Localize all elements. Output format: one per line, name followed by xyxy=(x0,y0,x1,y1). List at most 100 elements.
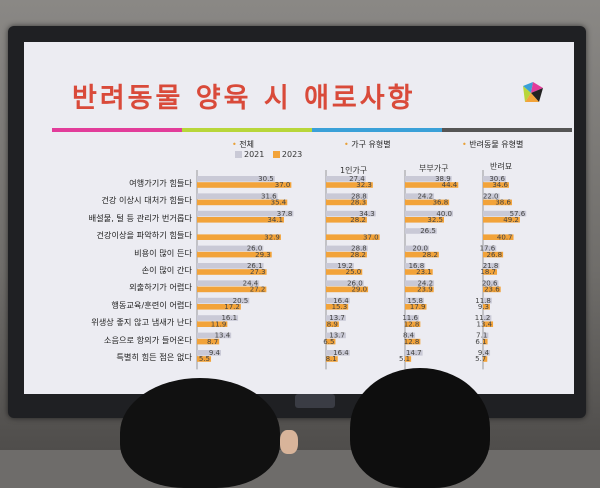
bar-2021 xyxy=(326,297,350,304)
data-label: 8.7 xyxy=(207,338,218,346)
color-stripes xyxy=(52,128,572,132)
bar-2021 xyxy=(326,176,366,182)
bar-2023 xyxy=(483,182,509,188)
data-label: 7.1 xyxy=(476,332,487,340)
bar-2023 xyxy=(483,321,494,327)
data-label: 37.0 xyxy=(275,181,291,189)
bar-2023 xyxy=(405,182,459,188)
panel-header-couple: 부부가구 xyxy=(419,164,449,173)
data-label: 27.2 xyxy=(250,286,266,294)
bar-2021 xyxy=(197,193,278,199)
data-label: 44.4 xyxy=(442,181,458,189)
data-label: 9.4 xyxy=(478,349,490,357)
data-label: 16.8 xyxy=(409,262,425,270)
data-label: 13.4 xyxy=(215,332,231,340)
category-label: 손이 많이 간다 xyxy=(141,265,192,275)
bar-2023 xyxy=(197,251,272,258)
bar-2021 xyxy=(405,210,453,217)
bar-2021 xyxy=(483,332,489,339)
data-label: 24.2 xyxy=(417,192,433,200)
data-label: 20.0 xyxy=(412,245,428,253)
data-label: 17.9 xyxy=(410,303,426,311)
bar-2023 xyxy=(405,217,444,223)
bar-2023 xyxy=(483,217,520,223)
data-label: 37.0 xyxy=(363,233,379,241)
data-label: 16.4 xyxy=(333,297,349,305)
bar-2023 xyxy=(326,338,336,345)
bar-2021 xyxy=(197,245,264,252)
data-label: 26.0 xyxy=(247,245,263,253)
data-label: 13.7 xyxy=(329,332,345,340)
bar-2021 xyxy=(405,245,429,252)
bar-2021 xyxy=(197,210,294,217)
bar-2021 xyxy=(483,245,497,252)
bar-2023 xyxy=(197,199,288,206)
data-label: 29.0 xyxy=(351,286,367,294)
data-label: 12.8 xyxy=(404,338,420,346)
stripe-pink xyxy=(52,128,182,132)
bar-2023 xyxy=(326,269,363,275)
monitor-camera-bar xyxy=(295,394,335,408)
bar-2023 xyxy=(197,321,228,327)
bar-2023 xyxy=(483,199,512,206)
bar-2021 xyxy=(405,315,419,321)
data-label: 49.2 xyxy=(503,216,519,224)
data-label: 20.6 xyxy=(482,279,498,287)
data-label: 14.7 xyxy=(406,349,422,357)
data-label: 16.4 xyxy=(333,349,349,357)
bar-2023 xyxy=(326,251,367,258)
bar-2023 xyxy=(483,286,501,293)
data-label: 19.2 xyxy=(337,262,353,270)
data-label: 27.4 xyxy=(349,175,365,183)
bar-2021 xyxy=(197,263,264,269)
bar-2021 xyxy=(197,332,232,339)
bar-2021 xyxy=(326,210,376,217)
bar-2021 xyxy=(483,263,500,269)
bar-2021 xyxy=(405,280,435,286)
data-label: 26.1 xyxy=(247,262,263,270)
bar-2023 xyxy=(326,182,373,188)
bar-2021 xyxy=(405,332,416,339)
data-label: 5.1 xyxy=(399,355,410,363)
data-label: 28.2 xyxy=(350,251,366,259)
data-label: 11.8 xyxy=(475,297,491,305)
data-label: 5.7 xyxy=(475,355,486,363)
bar-2021 xyxy=(405,263,426,269)
bar-2023 xyxy=(197,217,284,223)
category-label: 건강이상을 파악하기 힘들다 xyxy=(96,230,192,241)
data-label: 34.6 xyxy=(492,181,508,189)
bar-2023 xyxy=(197,234,281,240)
data-label: 31.6 xyxy=(261,192,277,200)
legend-label-2021: 2021 xyxy=(244,150,265,159)
bar-2021 xyxy=(326,350,350,356)
bar-2021 xyxy=(326,280,364,286)
bar-2021 xyxy=(197,315,239,321)
bar-2023 xyxy=(405,286,434,293)
bar-2023 xyxy=(405,304,427,310)
bar-2023 xyxy=(197,338,220,345)
data-label: 12.8 xyxy=(404,320,420,328)
data-label: 34.3 xyxy=(359,210,375,218)
data-label: 20.5 xyxy=(233,297,249,305)
data-label: 9.4 xyxy=(209,349,221,357)
audience-hand xyxy=(280,430,298,454)
category-label: 특별히 힘든 점은 없다 xyxy=(116,352,192,362)
data-label: 26.0 xyxy=(347,279,363,287)
data-label: 23.6 xyxy=(484,286,500,294)
data-label: 11.6 xyxy=(402,314,418,322)
data-label: 30.6 xyxy=(489,175,505,183)
data-label: 26.5 xyxy=(420,227,436,235)
bar-2023 xyxy=(197,182,292,188)
data-label: 57.6 xyxy=(510,210,526,218)
data-label: 15.8 xyxy=(407,297,423,305)
bar-2023 xyxy=(483,251,504,258)
presentation-screen: 반려동물 양육 시 애로사항 • 전체 • 가구 유형별 • 반려동물 유형별 … xyxy=(24,42,574,394)
data-label: 34.1 xyxy=(267,216,283,224)
data-label: 40.7 xyxy=(497,233,513,241)
stripe-blue xyxy=(312,128,442,132)
data-label: 37.8 xyxy=(277,210,293,218)
data-label: 24.4 xyxy=(243,279,259,287)
data-label: 16.1 xyxy=(221,314,237,322)
bar-2021 xyxy=(405,193,435,199)
bar-2023 xyxy=(326,199,368,206)
